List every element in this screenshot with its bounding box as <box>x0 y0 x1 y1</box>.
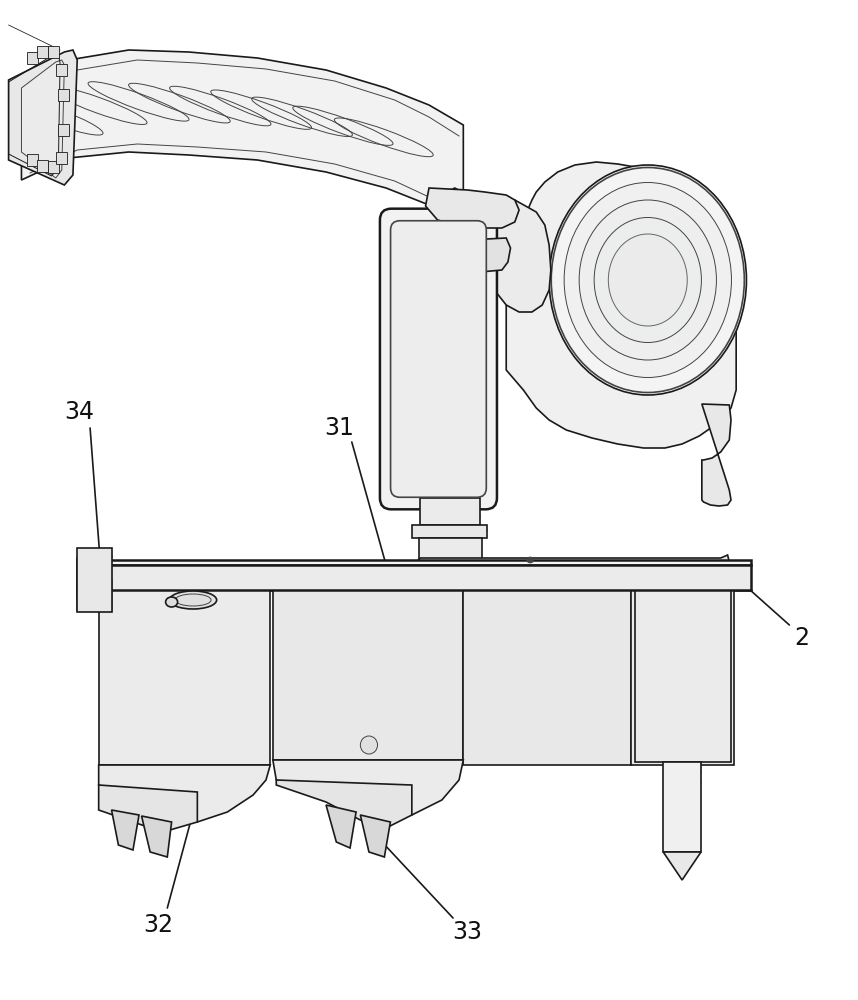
Polygon shape <box>99 590 270 765</box>
Ellipse shape <box>579 200 716 360</box>
Polygon shape <box>663 852 701 880</box>
Polygon shape <box>21 50 463 225</box>
Ellipse shape <box>549 165 746 395</box>
Ellipse shape <box>565 182 731 377</box>
Ellipse shape <box>608 234 687 326</box>
Polygon shape <box>112 810 139 850</box>
Polygon shape <box>273 760 463 820</box>
Bar <box>56 64 67 76</box>
Bar <box>48 46 59 58</box>
FancyBboxPatch shape <box>380 209 497 509</box>
Polygon shape <box>426 188 519 228</box>
Polygon shape <box>419 538 482 560</box>
Text: 32: 32 <box>144 913 173 937</box>
Bar <box>56 152 67 164</box>
Bar <box>27 52 38 64</box>
Bar <box>37 46 48 58</box>
FancyBboxPatch shape <box>390 221 486 497</box>
Polygon shape <box>99 765 270 822</box>
Polygon shape <box>9 50 77 185</box>
Polygon shape <box>273 590 463 760</box>
Polygon shape <box>99 785 197 832</box>
Polygon shape <box>77 580 112 610</box>
Polygon shape <box>425 188 496 310</box>
Polygon shape <box>360 815 390 857</box>
Bar <box>58 89 69 101</box>
Text: 2: 2 <box>795 626 810 650</box>
Polygon shape <box>90 565 751 590</box>
Polygon shape <box>462 238 511 272</box>
Polygon shape <box>276 780 412 828</box>
Bar <box>48 161 59 173</box>
Polygon shape <box>77 548 112 612</box>
Polygon shape <box>77 558 100 598</box>
Polygon shape <box>326 805 356 848</box>
Ellipse shape <box>527 557 534 563</box>
Ellipse shape <box>594 218 702 342</box>
Ellipse shape <box>170 591 216 609</box>
Polygon shape <box>635 590 731 762</box>
Text: 33: 33 <box>453 920 482 944</box>
Bar <box>37 160 48 172</box>
Polygon shape <box>420 498 480 525</box>
Polygon shape <box>90 560 751 565</box>
Polygon shape <box>21 60 64 178</box>
Polygon shape <box>487 200 551 312</box>
Polygon shape <box>80 550 103 558</box>
Polygon shape <box>142 816 172 857</box>
Polygon shape <box>412 525 487 538</box>
Polygon shape <box>663 762 701 852</box>
Bar <box>27 154 38 166</box>
Polygon shape <box>702 404 731 506</box>
Bar <box>58 124 69 136</box>
Text: 34: 34 <box>64 400 94 424</box>
Text: 31: 31 <box>324 416 353 440</box>
Ellipse shape <box>360 736 378 754</box>
Polygon shape <box>463 590 631 765</box>
Polygon shape <box>631 590 734 765</box>
Polygon shape <box>412 555 729 574</box>
Polygon shape <box>506 162 736 448</box>
Ellipse shape <box>166 597 178 607</box>
